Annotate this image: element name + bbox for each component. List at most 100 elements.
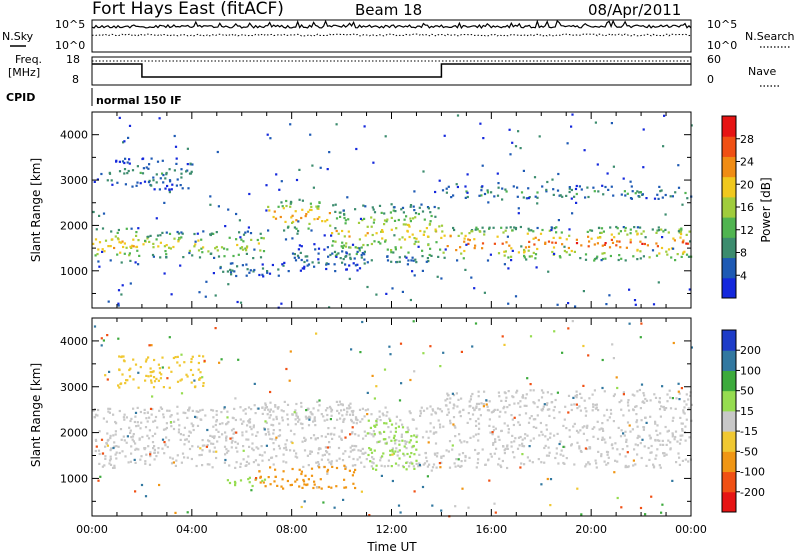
heatmap-cell [158,409,161,412]
heatmap-cell [366,432,369,435]
heatmap-cell [144,379,147,382]
heatmap-cell [338,412,341,415]
heatmap-cell [601,244,604,247]
heatmap-cell [501,335,504,338]
heatmap-cell [398,399,402,402]
heatmap-cell [102,212,106,215]
heatmap-cell [613,393,616,396]
heatmap-cell [443,256,446,259]
heatmap-cell [183,426,186,429]
heatmap-cell [497,463,500,466]
heatmap-cell [414,240,417,243]
heatmap-cell [398,238,401,241]
heatmap-cell [215,420,218,423]
heatmap-cell [152,176,155,179]
heatmap-cell [407,224,410,227]
heatmap-cell [676,253,679,256]
heatmap-cell [431,466,435,469]
heatmap-cell [682,409,685,412]
heatmap-cell [151,408,154,411]
heatmap-cell [180,378,183,381]
heatmap-cell [294,418,297,421]
heatmap-cell [421,485,425,489]
heatmap-cell [241,431,244,434]
heatmap-cell [563,462,566,465]
heatmap-cell [285,461,288,464]
heatmap-cell [175,184,178,187]
heatmap-cell [246,424,249,427]
heatmap-cell [169,456,172,459]
heatmap-cell [528,240,531,243]
heatmap-cell [423,230,426,233]
heatmap-cell [281,478,284,481]
heatmap-cell [318,404,321,407]
heatmap-cell [270,423,273,426]
heatmap-cell [142,243,145,246]
heatmap-cell [532,389,535,392]
heatmap-cell [114,433,117,436]
heatmap-cell [559,453,562,456]
heatmap-cell [577,431,580,434]
heatmap-cell [158,188,161,191]
heatmap-cell [513,402,516,405]
heatmap-cell [101,465,104,468]
heatmap-cell [541,185,544,188]
heatmap-cell [119,382,122,386]
heatmap-cell [610,412,613,415]
heatmap-cell [228,481,232,485]
heatmap-cell [440,509,443,512]
heatmap-cell [486,409,489,412]
heatmap-cell [262,250,266,253]
heatmap-cell [269,137,272,140]
heatmap-cell [264,406,267,409]
heatmap-cell [586,186,589,189]
heatmap-cell [659,415,662,418]
heatmap-cell [379,419,382,422]
heatmap-cell [529,439,532,442]
heatmap-cell [448,440,452,443]
heatmap-cell [186,511,189,514]
heatmap-cell [384,239,387,242]
heatmap-cell [654,422,657,425]
heatmap-cell [674,259,677,262]
heatmap-cell [415,436,418,439]
heatmap-cell [213,436,216,440]
heatmap-cell [150,381,153,384]
heatmap-cell [186,375,189,378]
heatmap-cell [429,405,432,408]
heatmap-cell [523,463,526,466]
heatmap-cell [289,350,292,353]
heatmap-cell [412,418,415,421]
heatmap-cell [328,453,331,456]
heatmap-cell [275,415,278,418]
heatmap-cell [326,168,329,171]
heatmap-cell [340,437,343,440]
heatmap-cell [625,438,628,441]
heatmap-cell [507,302,510,305]
heatmap-cell [338,400,341,403]
heatmap-cell [405,461,408,464]
heatmap-cell [344,222,347,225]
heatmap-cell [239,247,242,250]
heatmap-cell [448,466,452,469]
heatmap-cell [578,447,581,450]
heatmap-cell [635,421,638,424]
heatmap-cell [394,462,398,465]
heatmap-cell [123,242,126,245]
heatmap-cell [107,300,110,303]
freq-panel-frame [91,56,692,86]
heatmap-cell [505,190,508,193]
heatmap-cell [573,422,576,425]
heatmap-cell [587,461,590,464]
heatmap-cell [303,265,306,268]
heatmap-cell [190,360,193,364]
heatmap-cell [389,353,392,356]
heatmap-cell [150,157,153,160]
heatmap-cell [674,407,677,410]
heatmap-cell [624,229,627,232]
colorbar-segment [722,156,736,178]
heatmap-cell [562,454,565,457]
heatmap-cell [193,379,196,382]
heatmap-cell [344,245,348,248]
heatmap-cell [373,240,376,243]
